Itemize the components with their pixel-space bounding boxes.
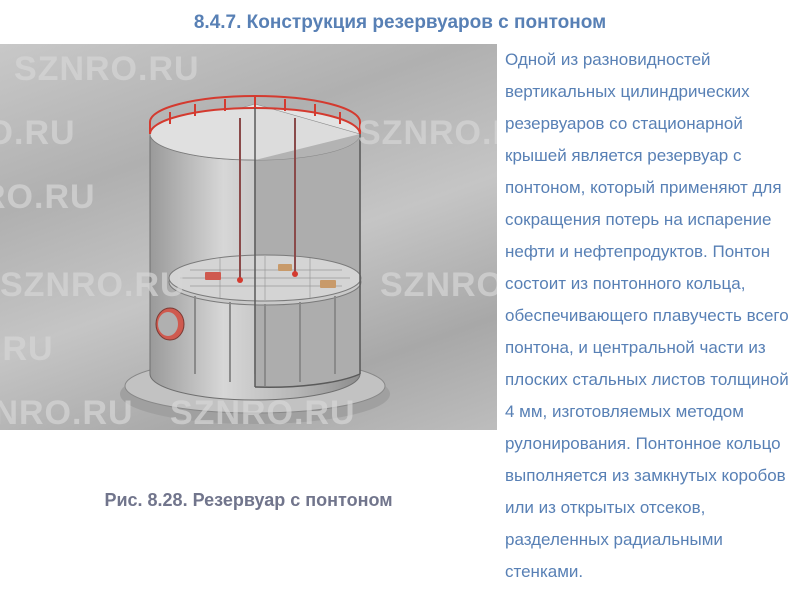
watermark-text: SZNRO.RU: [358, 114, 497, 153]
watermark-text: SZNRO.RU: [0, 114, 76, 153]
watermark-text: SZNRO.RU: [170, 394, 356, 430]
left-column: SZNRO.RU SZNRO.RU SZNRO.RU SZNRO.RU SZNRO.RU…: [0, 44, 497, 511]
watermark-text: SZNRO.RU: [0, 178, 96, 217]
watermark-text: SZNRO.RU: [0, 266, 186, 305]
tank-illustration: [110, 74, 400, 430]
figure-caption: Рис. 8.28. Резервуар с понтоном: [0, 430, 497, 511]
watermark-text: SZNRO.RU: [0, 330, 54, 369]
watermark-text: SZNRO.RU: [380, 266, 497, 305]
content-row: SZNRO.RU SZNRO.RU SZNRO.RU SZNRO.RU SZNRO.RU…: [0, 44, 800, 588]
watermark-text: SZNRO.RU: [0, 394, 134, 430]
watermark-text: SZNRO.RU: [14, 50, 200, 89]
body-text: Одной из разновидностей вертикальных цил…: [497, 44, 800, 588]
figure: SZNRO.RU SZNRO.RU SZNRO.RU SZNRO.RU SZNRO.RU…: [0, 44, 497, 430]
section-title: 8.4.7. Конструкция резервуаров с понтоно…: [0, 0, 800, 44]
